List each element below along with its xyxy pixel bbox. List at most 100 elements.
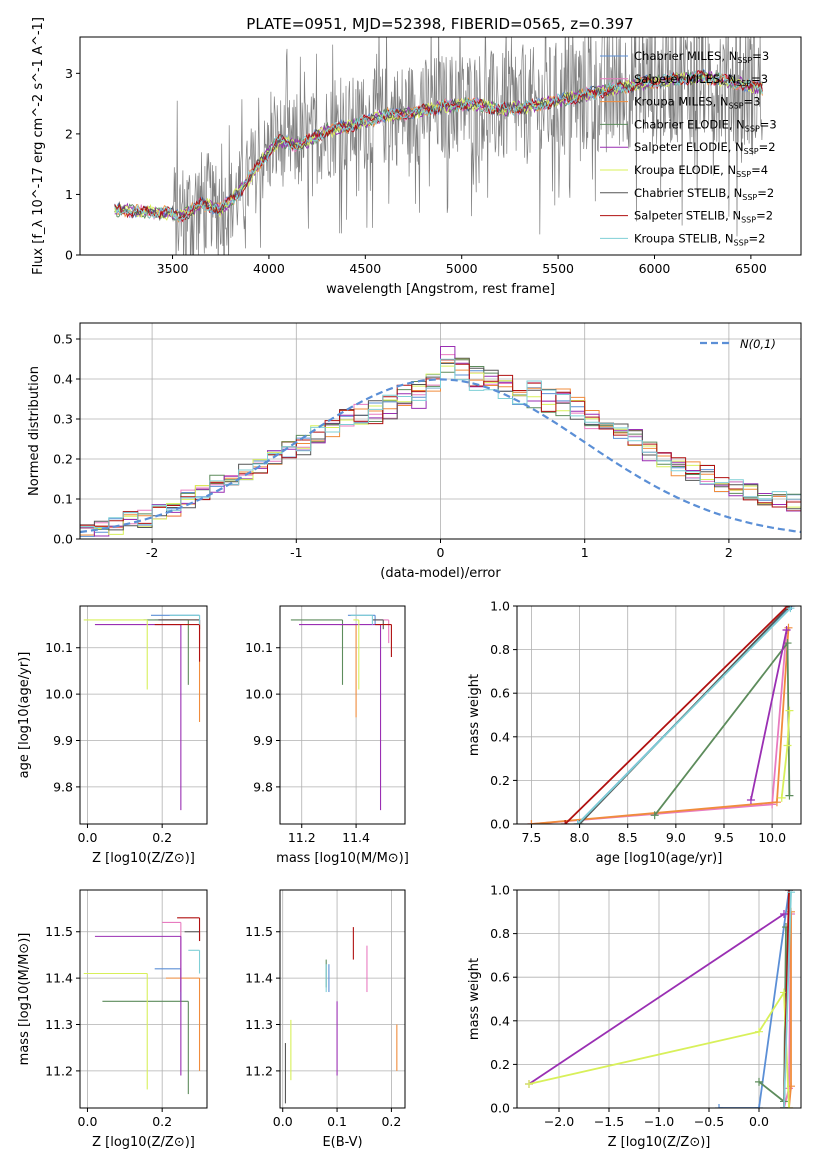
panel-weight_vs_Z: −2.0 −1.5 −1.0 −0.5 0.0 0.0 0.2 0.4 0.6 0.8 1.0 Z [… — [467, 883, 802, 1150]
y-tick-label: 0.4 — [53, 372, 73, 387]
panel-spectrum: 3500 4000 4500 5000 5500 6000 6500 0 1 2 3 waveleng… — [31, 17, 802, 297]
series-marker — [527, 820, 536, 824]
x-tick-label: 6000 — [639, 261, 671, 276]
y-tick-label: 0.3 — [53, 412, 73, 427]
y-tick-label: 0.2 — [490, 1057, 510, 1072]
x-axis-label: Z [log10(Z/Z⊙)] — [608, 1135, 711, 1150]
x-tick-label: 11.4 — [342, 830, 370, 845]
x-axis-label: E(B-V) — [322, 1135, 362, 1150]
series-marker — [783, 639, 792, 648]
model-line-kroupa-stelib — [114, 70, 763, 222]
x-tick-label: 0.1 — [327, 1114, 347, 1129]
series-kroupa-miles — [531, 627, 790, 824]
y-tick-label: 11.4 — [245, 971, 273, 986]
y-tick-label: 1.0 — [490, 883, 510, 898]
series-marker — [561, 820, 570, 824]
legend-entry: Chabrier ELODIE, NSSP=3 — [634, 117, 777, 133]
histogram-kroupa-miles — [80, 362, 801, 536]
y-tick-label: 1 — [65, 187, 73, 202]
data-point-kroupa-stelib — [169, 614, 201, 625]
x-tick-label: 1 — [581, 545, 589, 560]
legend-subscript: SSP — [741, 216, 756, 225]
legend-entry: Salpeter STELIB, NSSP=2 — [634, 209, 773, 225]
legend-tail: =4 — [751, 163, 768, 177]
series-kroupa-stelib — [577, 607, 792, 824]
x-tick-label: 5500 — [542, 261, 574, 276]
x-tick-label: 11.2 — [288, 830, 316, 845]
x-axis-label: Z [log10(Z/Z⊙)] — [92, 1135, 195, 1150]
data-point-salpeter-stelib — [375, 624, 392, 658]
data-point-chabrier-elodie — [290, 619, 344, 685]
axes: 0.0 0.2 11.2 11.3 11.4 11.5 Z [log10(Z/Z⊙)] mas… — [17, 889, 208, 1150]
series-marker — [780, 909, 788, 918]
series-salpeter-stelib — [564, 606, 789, 824]
axes: 3500 4000 4500 5000 5500 6000 6500 0 1 2 3 waveleng… — [31, 17, 802, 297]
legend-tail: =3 — [744, 95, 761, 109]
axes-frame — [79, 889, 208, 1109]
figure-title: PLATE=0951, MJD=52398, FIBERID=0565, z=0… — [246, 15, 633, 33]
y-axis-label: mass weight — [467, 958, 482, 1040]
series-salpeter-elodie — [528, 913, 785, 1085]
x-tick-label: 0.0 — [749, 1114, 769, 1129]
y-tick-label: 11.4 — [45, 971, 73, 986]
x-tick-label: 0.2 — [152, 830, 172, 845]
y-tick-label: 0.6 — [490, 970, 510, 985]
panel-weight_vs_age: 7.5 8.0 8.5 9.0 9.5 10.0 0.0 0.2 0.4 0.6 0.8 1.0 age… — [467, 599, 802, 866]
series-marker — [715, 1104, 723, 1108]
legend-tail: =2 — [757, 186, 774, 200]
data-point-kroupa-elodie — [83, 972, 148, 1090]
model-line-salpeter-stelib — [114, 70, 763, 223]
data-point-salpeter-elodie — [94, 624, 182, 811]
y-axis-label: Normed distribution — [27, 366, 42, 496]
x-tick-label: 0.2 — [152, 1114, 172, 1129]
legend-tail: =3 — [751, 72, 768, 86]
series-marker — [785, 1104, 793, 1108]
series-marker — [768, 800, 777, 809]
plot-area — [80, 346, 801, 537]
y-axis-label: mass [log10(M/M⊙)] — [17, 933, 32, 1066]
data-point-salpeter-miles — [154, 619, 201, 644]
series-marker — [785, 706, 794, 715]
panel-mass_vs_Z: 0.0 0.2 11.2 11.3 11.4 11.5 Z [log10(Z/Z⊙)] mas… — [17, 889, 208, 1150]
y-tick-label: 0.8 — [490, 926, 510, 941]
panel-age_vs_Z: 0.0 0.2 9.8 9.9 10.0 10.1 Z [log10(Z/Z⊙)] age [… — [17, 605, 208, 866]
series-marker — [650, 811, 659, 820]
legend-text: Salpeter MILES, N — [634, 72, 736, 86]
y-tick-label: 9.8 — [53, 779, 73, 794]
series-kroupa-stelib — [783, 892, 792, 1108]
panel-mass_vs_ebv: 0.0 0.1 0.2 11.2 11.3 11.4 11.5 E(B-V) — [245, 889, 406, 1150]
y-tick-label: 0 — [65, 248, 73, 263]
legend-text: Chabrier STELIB, N — [634, 186, 742, 200]
x-tick-label: −2.0 — [544, 1114, 574, 1129]
y-tick-label: 10.1 — [245, 640, 273, 655]
x-tick-label: 8.0 — [570, 830, 590, 845]
plot-area — [290, 614, 392, 811]
series-marker — [755, 1104, 763, 1108]
data-point-salpeter-miles — [162, 921, 182, 993]
y-tick-label: 10.0 — [45, 687, 73, 702]
x-tick-label: 2 — [725, 545, 733, 560]
data-point-chabrier-miles — [347, 614, 376, 625]
x-tick-label: 0 — [437, 545, 445, 560]
x-tick-label: 7.5 — [521, 830, 541, 845]
data-point-salpeter-elodie — [94, 935, 182, 1076]
plot-area — [83, 917, 201, 1095]
y-tick-label: 0.2 — [53, 452, 73, 467]
legend-tail: =3 — [752, 49, 769, 63]
legend-entry: Chabrier MILES, NSSP=3 — [634, 49, 769, 65]
axes-frame — [79, 36, 802, 256]
plot-area — [83, 614, 201, 811]
y-tick-label: 1.0 — [490, 599, 510, 614]
x-tick-label: 9.5 — [714, 830, 734, 845]
histogram-chabrier-elodie — [80, 359, 801, 530]
legend-entry: Kroupa ELODIE, NSSP=4 — [634, 163, 768, 179]
legend-subscript: SSP — [745, 124, 760, 133]
normal-curve — [80, 378, 801, 534]
panel-age_vs_mass: 11.2 11.4 9.8 9.9 10.0 10.1 mass [log10(M/M⊙)] — [245, 605, 409, 866]
legend-text: Salpeter STELIB, N — [634, 209, 741, 223]
data-point-kroupa-stelib — [350, 614, 373, 625]
series-marker — [573, 820, 582, 824]
x-tick-label: 0.2 — [381, 1114, 401, 1129]
legend-subscript: SSP — [737, 56, 752, 65]
